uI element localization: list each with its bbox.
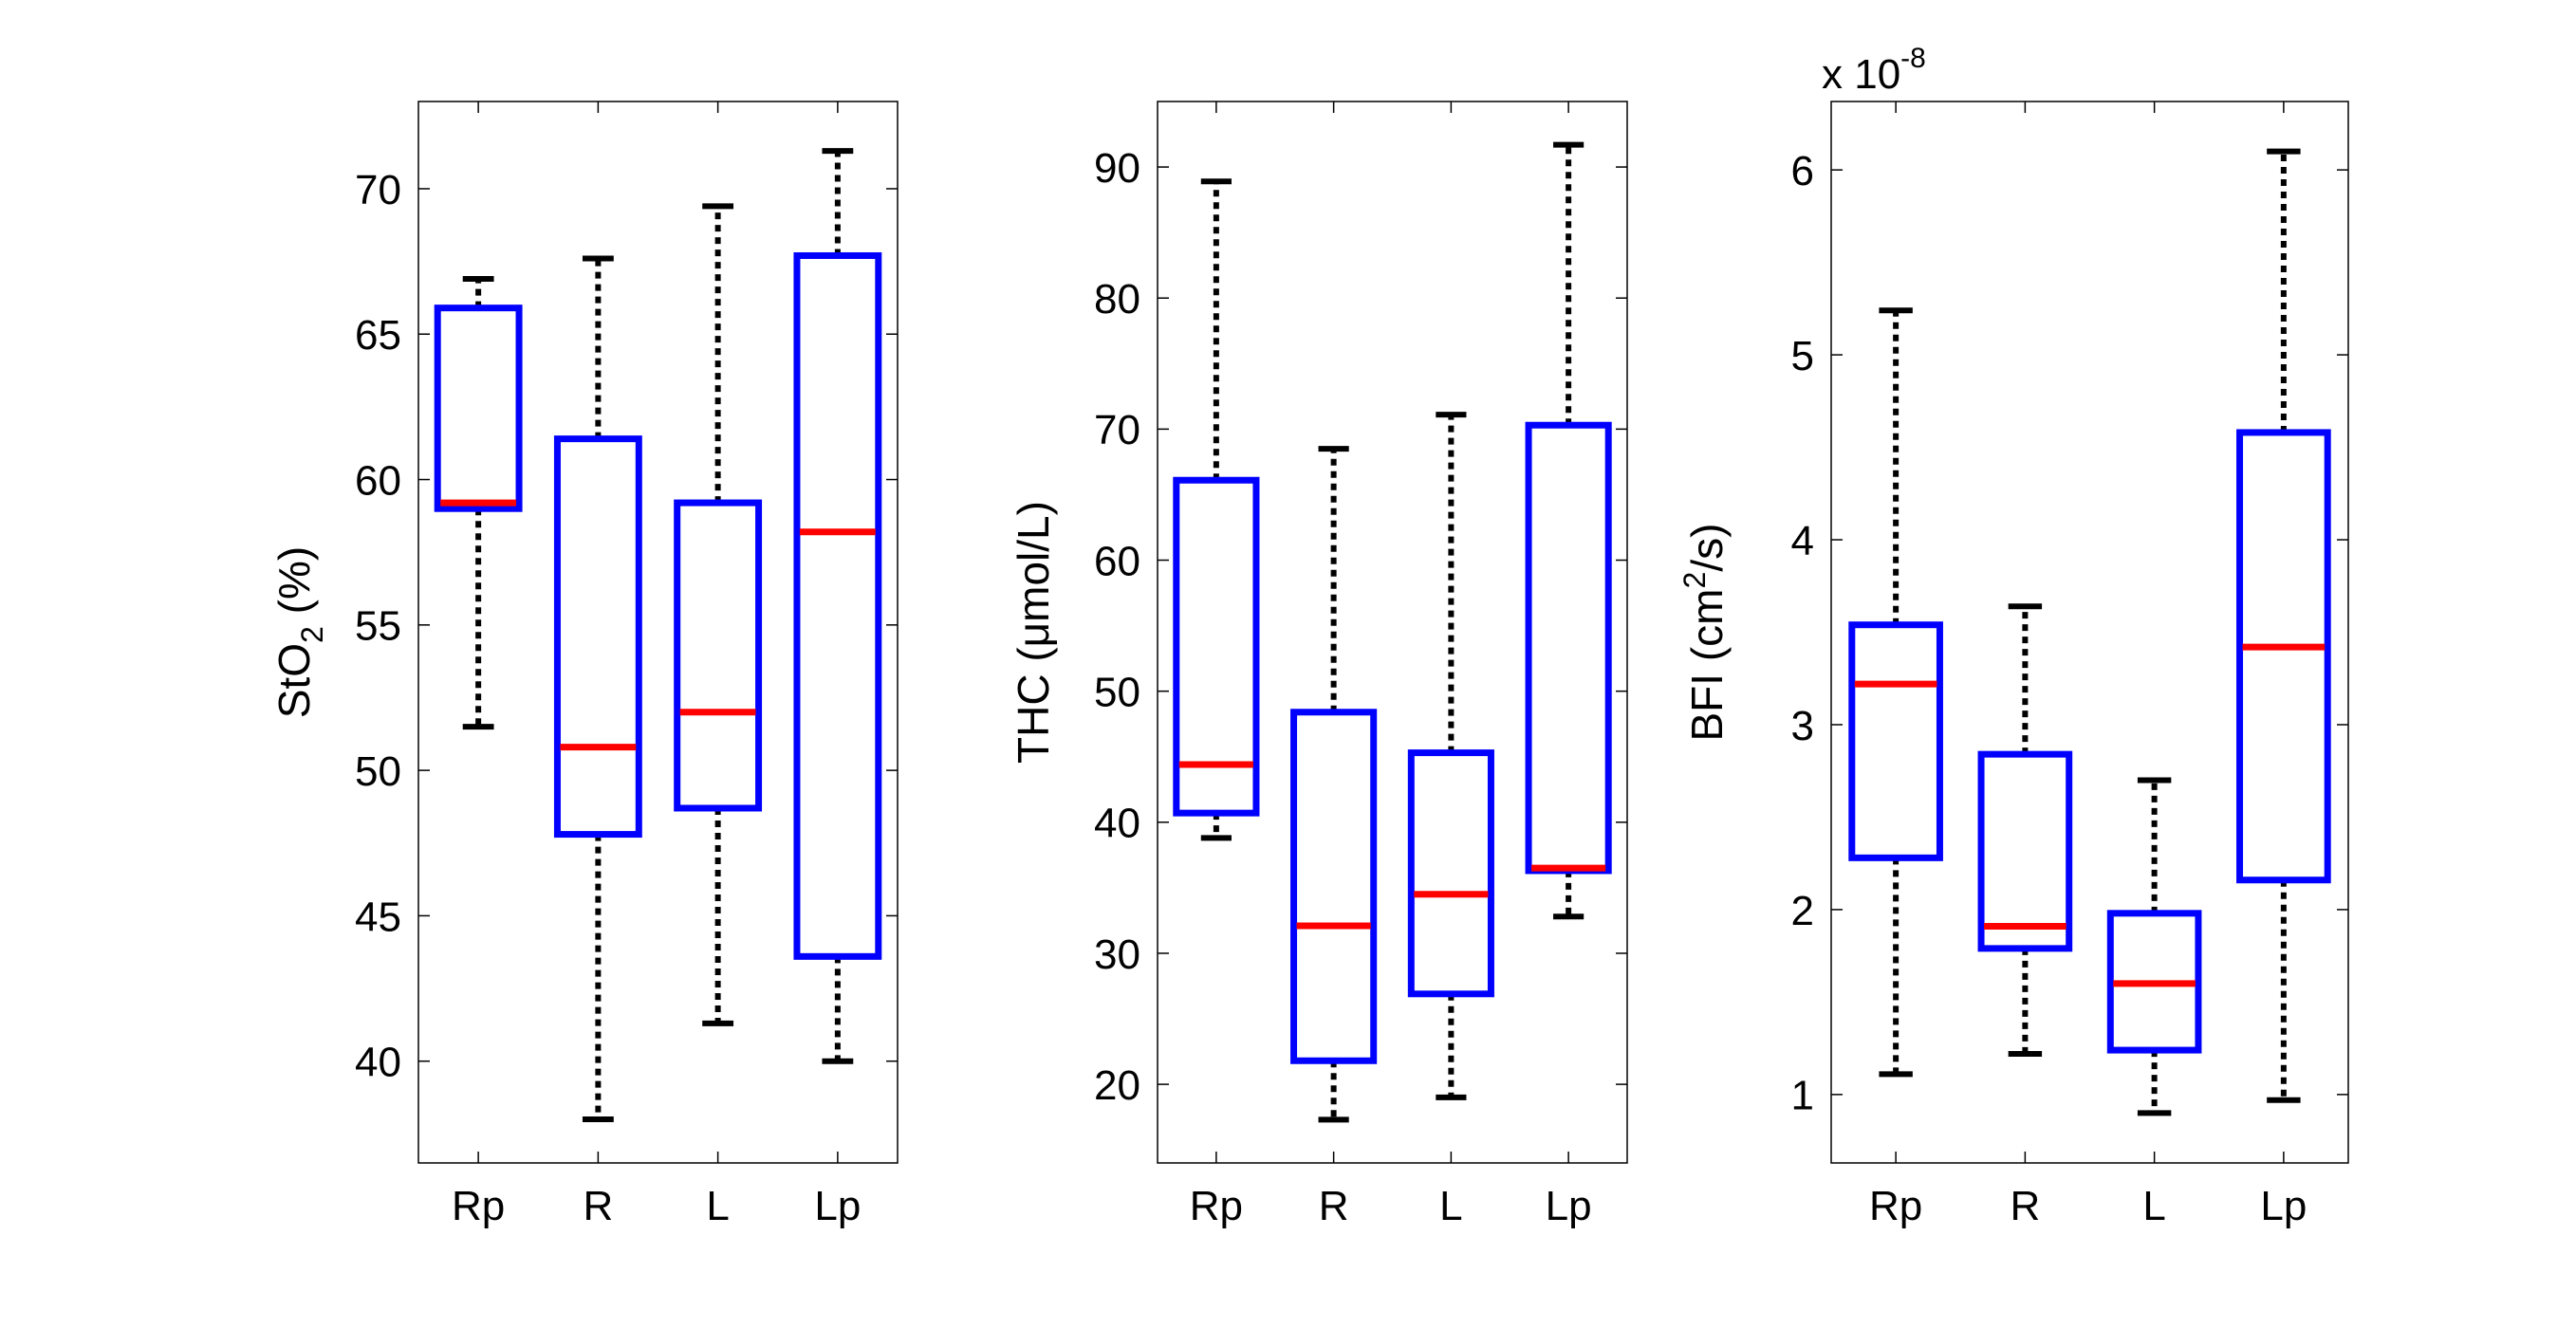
x-tick-label: Lp [2260, 1183, 2307, 1229]
box-Lp [2236, 148, 2331, 1103]
y-tick-label: 50 [355, 748, 401, 795]
y-tick-label: 80 [1094, 276, 1140, 323]
scale-factor-base: x 10 [1822, 51, 1900, 98]
plot-frame [417, 101, 899, 1164]
y-axis-label-subscript: 2 [295, 626, 329, 643]
box-R [1977, 603, 2073, 1057]
chart-panel-2: 20 30 40 50 60 70 80 90 Rp R L Lp THC (μmol/L) [1009, 101, 1628, 1229]
y-axis-label-tail: (%) [269, 546, 319, 626]
x-tick-label: Rp [1190, 1183, 1243, 1229]
y-tick-label: 60 [1094, 538, 1140, 584]
box-L [1407, 412, 1494, 1100]
y-tick-label: 5 [1791, 333, 1814, 379]
y-tick-label: 4 [1791, 518, 1814, 564]
y-tick-label: 70 [355, 167, 401, 213]
y-axis-label: StO2 (%) [269, 546, 329, 718]
x-tick-label: L [1439, 1183, 1462, 1229]
box-Rp [1848, 307, 1943, 1078]
iqr-box [1977, 750, 2073, 952]
iqr-box [2236, 429, 2331, 884]
iqr-box [1848, 621, 1943, 861]
box-R [553, 255, 642, 1123]
box-L [674, 203, 763, 1026]
x-tick-label: Lp [1546, 1183, 1592, 1229]
y-tick-label: 3 [1791, 703, 1814, 749]
y-tick-label: 40 [1094, 801, 1140, 847]
y-tick-label: 6 [1791, 148, 1814, 194]
x-tick-label: Lp [814, 1183, 861, 1229]
x-tick-label: L [2142, 1183, 2165, 1229]
y-tick-label: 90 [1094, 145, 1140, 192]
x-tick-label: R [2010, 1183, 2040, 1229]
plot-frame [1830, 101, 2349, 1164]
scale-factor-exponent: -8 [1900, 43, 1926, 74]
y-tick-label: 1 [1791, 1073, 1814, 1119]
box-Rp [434, 276, 523, 730]
y-tick-label: 55 [355, 603, 401, 650]
y-tick-label: 65 [355, 312, 401, 359]
y-scale-factor-label: x 10-8 [1822, 43, 1926, 98]
y-tick-label: 60 [355, 457, 401, 504]
y-tick-label: 50 [1094, 670, 1140, 716]
x-tick-label: R [1319, 1183, 1349, 1229]
iqr-box [1525, 421, 1612, 875]
chart-panel-1: 40 45 50 55 60 65 70 Rp R L Lp StO2 (%) [269, 101, 899, 1229]
y-axis-label-main: StO [269, 643, 319, 718]
iqr-box [674, 499, 763, 812]
x-tick-label: Rp [1869, 1183, 1922, 1229]
y-axis-label: THC (μmol/L) [1009, 501, 1058, 764]
iqr-box [434, 304, 523, 512]
y-axis-label-superscript: 2 [1677, 572, 1712, 589]
x-tick-label: L [706, 1183, 729, 1229]
y-axis-label: BFI (cm2/s) [1677, 524, 1732, 742]
iqr-box [1173, 476, 1260, 817]
box-L [2106, 777, 2202, 1116]
y-tick-label: 20 [1094, 1062, 1140, 1109]
x-tick-label: R [583, 1183, 613, 1229]
iqr-box [1290, 709, 1378, 1064]
y-axis-label-main: BFI (cm [1682, 589, 1732, 742]
box-Lp [1525, 141, 1612, 920]
iqr-box [793, 251, 882, 960]
y-tick-label: 70 [1094, 407, 1140, 453]
plot-frame [1157, 101, 1628, 1164]
y-tick-label: 40 [355, 1040, 401, 1086]
y-tick-label: 30 [1094, 931, 1140, 978]
iqr-box [1407, 749, 1494, 998]
iqr-box [553, 435, 642, 839]
y-axis-label-main: THC (μmol/L) [1009, 501, 1058, 764]
box-Lp [793, 148, 882, 1064]
box-R [1290, 446, 1378, 1123]
y-tick-label: 2 [1791, 888, 1814, 934]
box-Rp [1173, 178, 1260, 841]
x-tick-label: Rp [452, 1183, 505, 1229]
y-axis-label-tail: /s) [1682, 524, 1732, 572]
y-tick-label: 45 [355, 894, 401, 940]
